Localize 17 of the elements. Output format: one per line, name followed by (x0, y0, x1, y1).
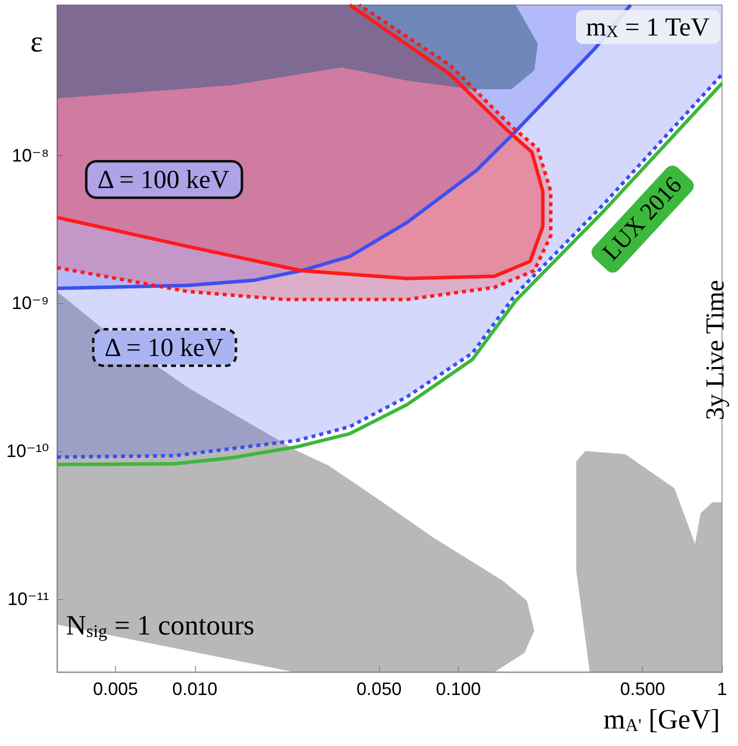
annotation: mX = 1 TeV (586, 12, 710, 42)
y-tick-label: 10⁻⁸ (12, 145, 49, 166)
x-tick-label: 0.005 (92, 679, 138, 699)
y-tick-label: 10⁻¹¹ (7, 588, 49, 609)
y-tick-label: 10⁻⁹ (12, 293, 49, 314)
y-axis-title: ε (30, 26, 43, 58)
x-tick-label: 0.100 (436, 679, 481, 699)
x-tick-label: 1 (716, 679, 728, 699)
annotation: Δ = 10 keV (104, 333, 224, 362)
annotation: Δ = 100 keV (98, 165, 230, 194)
y-tick-label: 10⁻¹⁰ (6, 441, 49, 462)
x-tick-label: 0.500 (620, 679, 666, 699)
annotation: Nsig = 1 contours (66, 610, 254, 642)
x-axis-title: mA' [GeV] (603, 704, 720, 736)
x-tick-label: 0.050 (356, 679, 402, 699)
annotation: 3y Live Time (700, 280, 730, 420)
x-tick-label: 0.010 (172, 679, 218, 699)
